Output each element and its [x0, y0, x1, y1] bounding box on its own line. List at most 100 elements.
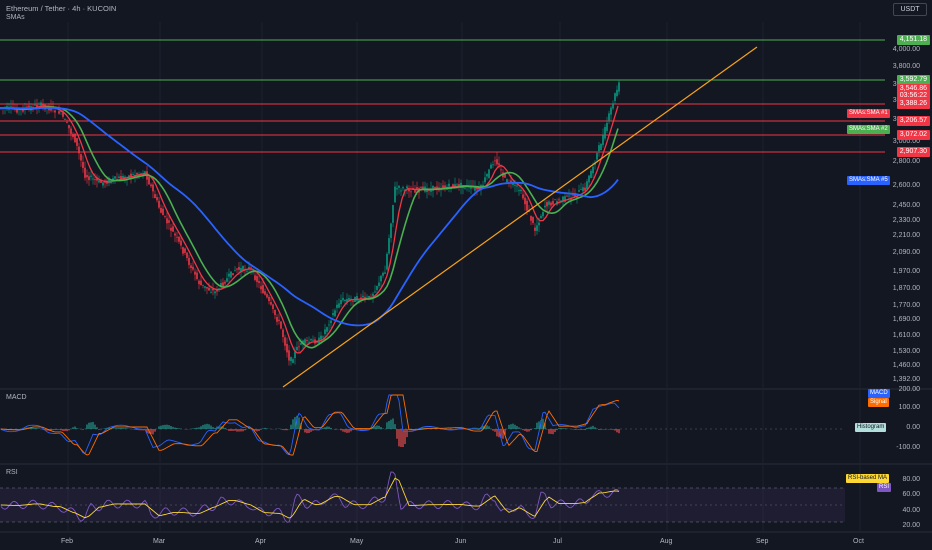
candle-body — [330, 320, 332, 324]
macd-histogram-bar — [382, 428, 384, 429]
macd-histogram-bar — [362, 429, 364, 431]
candle-body — [598, 145, 600, 152]
candle-body — [406, 186, 408, 189]
candle-body — [380, 275, 382, 282]
macd-pane-title[interactable]: MACD — [6, 394, 27, 401]
candle-body — [112, 178, 114, 181]
macd-histogram-bar — [588, 427, 590, 429]
candle-body — [158, 200, 160, 208]
candle-body — [214, 291, 216, 294]
macd-histogram-bar — [222, 426, 224, 429]
macd-histogram-bar — [312, 429, 314, 431]
candle-body — [178, 236, 180, 242]
macd-histogram-bar — [32, 427, 34, 429]
rsi-tick-label: 40.00 — [902, 507, 920, 514]
macd-histogram-bar — [388, 420, 390, 429]
candle-body — [94, 179, 96, 181]
level-price-tag: 3,206.57 — [896, 116, 930, 126]
macd-histogram-bar — [56, 429, 58, 430]
rsi-pane-title[interactable]: RSI — [6, 469, 18, 476]
macd-histogram-bar — [308, 429, 310, 433]
macd-histogram-bar — [598, 429, 600, 430]
macd-histogram-bar — [68, 429, 70, 431]
candle-body — [394, 186, 396, 203]
candle-body — [206, 286, 208, 289]
candle-body — [236, 268, 238, 270]
price-tick-label: 4,000.00 — [892, 46, 920, 53]
price-tick-label: 2,800.00 — [892, 158, 920, 165]
level-price-tag: 4,151.18 — [896, 35, 930, 45]
macd-histogram-bar — [260, 429, 262, 430]
macd-histogram-bar — [90, 422, 92, 429]
indicator-label[interactable]: SMAs — [6, 14, 25, 21]
candle-body — [522, 194, 524, 199]
macd-histogram-bar — [494, 429, 496, 432]
macd-histogram-bar — [512, 423, 514, 429]
currency-button[interactable]: USDT — [893, 3, 927, 16]
macd-histogram-bar — [60, 429, 62, 431]
candle-body — [16, 107, 18, 113]
candle-body — [172, 226, 174, 232]
candle-body — [234, 270, 236, 272]
macd-histogram-bar — [216, 426, 218, 429]
candle-body — [80, 154, 82, 161]
candle-body — [332, 313, 334, 316]
macd-histogram-bar — [34, 428, 36, 429]
price-tick-label: 2,450.00 — [892, 202, 920, 209]
candle-body — [420, 187, 422, 188]
candle-body — [284, 337, 286, 346]
macd-histogram-bar — [342, 429, 344, 432]
macd-histogram-bar — [292, 419, 294, 429]
macd-histogram-bar — [118, 428, 120, 429]
candle-body — [164, 215, 166, 217]
macd-histogram-bar — [50, 429, 52, 431]
macd-histogram-bar — [306, 429, 308, 434]
candle-body — [486, 174, 488, 177]
candle-body — [248, 266, 250, 270]
candle-body — [266, 294, 268, 298]
candle-body — [174, 233, 176, 236]
macd-histogram-bar — [510, 424, 512, 429]
sma-legend-tag: SMAs:SMA #1 — [847, 109, 890, 118]
candle-body — [240, 268, 242, 273]
candle-body — [492, 164, 494, 166]
candle-body — [300, 343, 302, 345]
time-axis-label: Apr — [255, 538, 266, 545]
price-tick-label: 2,600.00 — [892, 182, 920, 189]
macd-histogram-bar — [374, 426, 376, 429]
candle-body — [614, 93, 616, 101]
macd-histogram-bar — [254, 429, 256, 431]
macd-histogram-bar — [328, 426, 330, 429]
candle-body — [92, 178, 94, 180]
macd-histogram-bar — [210, 425, 212, 429]
candle-body — [116, 178, 118, 180]
candle-body — [276, 317, 278, 322]
candle-body — [298, 346, 300, 348]
candle-body — [208, 287, 210, 291]
macd-histogram-bar — [116, 428, 118, 429]
candle-body — [408, 189, 410, 192]
candle-body — [58, 111, 60, 114]
macd-histogram-bar — [170, 425, 172, 429]
macd-histogram-bar — [604, 429, 606, 430]
macd-histogram-bar — [198, 427, 200, 429]
candle-body — [122, 175, 124, 178]
macd-histogram-bar — [580, 429, 582, 430]
candle-body — [74, 133, 76, 143]
symbol-title[interactable]: Ethereum / Tether · 4h · KUCOIN — [6, 4, 117, 13]
candle-body — [582, 187, 584, 192]
candle-body — [152, 184, 154, 192]
macd-histogram-bar — [608, 429, 610, 430]
candle-body — [288, 350, 290, 361]
macd-histogram-bar — [298, 417, 300, 429]
macd-line — [0, 394, 620, 456]
macd-histogram-bar — [534, 428, 536, 429]
time-axis-label: Jun — [455, 538, 467, 545]
candle-body — [54, 110, 56, 113]
candle-body — [70, 128, 72, 134]
macd-histogram-bar — [502, 429, 504, 439]
macd-tick-label: -100.00 — [896, 444, 920, 451]
sma1-line — [0, 105, 619, 354]
macd-histogram-bar — [548, 429, 550, 434]
